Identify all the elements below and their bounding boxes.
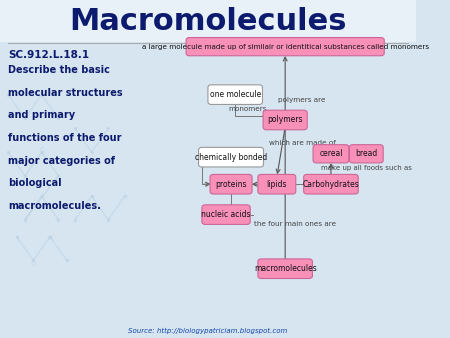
Text: bread: bread	[355, 149, 378, 158]
FancyBboxPatch shape	[350, 145, 383, 163]
FancyBboxPatch shape	[263, 110, 307, 130]
FancyBboxPatch shape	[210, 174, 252, 194]
Text: major categories of: major categories of	[9, 155, 115, 166]
Text: make up all foods such as: make up all foods such as	[320, 165, 411, 171]
Text: polymers: polymers	[267, 116, 303, 124]
Text: polymers are: polymers are	[278, 97, 326, 103]
FancyBboxPatch shape	[198, 147, 264, 167]
Text: molecular structures: molecular structures	[9, 88, 123, 98]
Text: the four main ones are: the four main ones are	[254, 221, 336, 227]
Text: and primary: and primary	[9, 110, 76, 120]
Text: Macromolecules: Macromolecules	[69, 7, 347, 37]
Text: H: H	[47, 235, 53, 241]
Text: monomers: monomers	[229, 106, 267, 112]
Text: proteins: proteins	[215, 180, 247, 189]
Text: H: H	[22, 178, 27, 184]
Text: C: C	[39, 147, 44, 153]
Text: chemically bonded: chemically bonded	[195, 153, 267, 162]
FancyBboxPatch shape	[208, 85, 262, 104]
FancyBboxPatch shape	[202, 205, 250, 224]
Text: a large molecule made up of similair or identitical substances called monomers: a large molecule made up of similair or …	[142, 44, 429, 50]
Text: biological: biological	[9, 178, 62, 188]
FancyBboxPatch shape	[313, 145, 349, 163]
Text: functions of the four: functions of the four	[9, 133, 122, 143]
FancyBboxPatch shape	[0, 0, 416, 42]
FancyBboxPatch shape	[186, 38, 384, 56]
Text: Source: http://biologypatriciam.blogspot.com: Source: http://biologypatriciam.blogspot…	[128, 328, 288, 334]
Text: macromolecules: macromolecules	[254, 264, 316, 273]
FancyBboxPatch shape	[258, 174, 296, 194]
Text: lipids: lipids	[266, 180, 287, 189]
Text: nucleic acids: nucleic acids	[201, 210, 251, 219]
Text: which are made of: which are made of	[269, 140, 335, 146]
FancyBboxPatch shape	[258, 259, 312, 279]
Text: Carbohydrates: Carbohydrates	[302, 180, 360, 189]
Text: Describe the basic: Describe the basic	[9, 65, 110, 75]
Text: cereal: cereal	[319, 149, 343, 158]
Text: N: N	[56, 178, 61, 184]
Text: O: O	[31, 261, 36, 267]
Text: one molecule: one molecule	[210, 90, 261, 99]
FancyBboxPatch shape	[304, 174, 358, 194]
Text: macromolecules.: macromolecules.	[9, 201, 101, 211]
Text: SC.912.L.18.1: SC.912.L.18.1	[9, 50, 90, 61]
